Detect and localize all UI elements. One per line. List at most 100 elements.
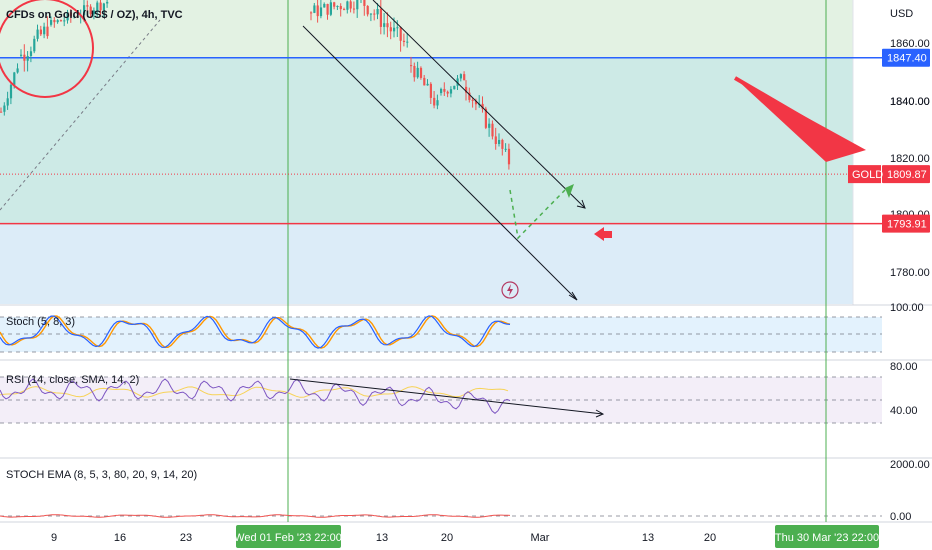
resistance-label-box — [882, 48, 930, 67]
candle-body — [491, 123, 494, 137]
subpane-tick-label: 0.00 — [890, 511, 911, 523]
candle-body — [73, 15, 76, 17]
stoch-ema-pane-title: STOCH EMA (8, 5, 3, 80, 20, 9, 14, 20) — [6, 469, 198, 481]
candle-body — [436, 100, 439, 106]
candle-body — [396, 27, 399, 29]
candle-body — [323, 3, 326, 8]
candle-body — [23, 54, 26, 61]
candle-body — [443, 88, 446, 92]
rsi-sma-line — [0, 386, 509, 398]
candle-body — [366, 5, 369, 15]
candle-body — [46, 26, 49, 37]
big-arrow-shaft — [733, 76, 857, 150]
candle-body — [383, 23, 386, 27]
candle-body — [416, 67, 419, 78]
time-tick-label: 13 — [642, 532, 654, 544]
symbol-label-text: GOLD — [852, 169, 883, 181]
flash-icon — [501, 281, 519, 299]
time-tick-label: Mar — [531, 532, 550, 544]
candle-body — [393, 27, 396, 32]
candle-body — [29, 51, 33, 57]
candle-body — [336, 5, 339, 7]
candle-body — [386, 23, 389, 28]
zone-lower — [0, 223, 853, 304]
time-tick-label: 20 — [704, 532, 716, 544]
candle-body — [6, 98, 9, 106]
candle-body — [20, 54, 23, 56]
zone-middle — [0, 57, 853, 224]
projection-path — [509, 189, 566, 240]
time-highlight-right-text: Thu 30 Mar '23 22:00 — [775, 532, 879, 544]
candle-body — [76, 15, 79, 18]
candle-body — [471, 99, 474, 101]
currency-label: USD — [890, 8, 913, 20]
subpane-tick-label: 2000.00 — [890, 459, 930, 471]
candle-body — [379, 8, 382, 27]
candle-body — [343, 9, 346, 11]
candle-body — [106, 1, 109, 4]
rsi-line — [0, 378, 511, 414]
candle-body — [363, 0, 366, 6]
candle-body — [402, 40, 406, 42]
candle-body — [99, 2, 102, 11]
resistance-label-text: 1847.40 — [887, 53, 927, 65]
candle-body — [419, 67, 423, 78]
candle-body — [504, 148, 507, 150]
candle-body — [9, 84, 13, 99]
candles — [0, 0, 511, 170]
channel-lower — [302, 25, 578, 301]
candle-body — [474, 100, 478, 105]
candle-body — [488, 123, 491, 128]
stoch-pane-title: Stoch (5, 8, 3) — [6, 316, 76, 328]
candle-body — [465, 86, 468, 93]
candle-body — [373, 13, 376, 15]
channel-upper-head — [576, 199, 586, 209]
subpane-tick-label: 80.00 — [890, 361, 918, 373]
candle-body — [39, 29, 42, 35]
candle-body — [83, 5, 86, 16]
subpane-tick-label: 40.00 — [890, 405, 918, 417]
channel-upper — [372, 0, 586, 209]
price-tick-label: 1840.00 — [890, 96, 930, 108]
price-tick-label: 1780.00 — [890, 267, 930, 279]
support-label-box — [882, 214, 930, 233]
candle-body — [316, 5, 319, 17]
candle-body — [56, 20, 59, 23]
candle-body — [389, 27, 392, 32]
price-tick-label: 1860.00 — [890, 38, 930, 50]
candle-body — [50, 20, 53, 25]
candle-body — [501, 139, 504, 149]
candle-body — [346, 1, 349, 10]
support-arrow — [594, 227, 612, 241]
candle-body — [406, 41, 409, 43]
candle-body — [319, 7, 323, 17]
last-price-label-box — [882, 165, 930, 184]
price-tick-label: 1820.00 — [890, 153, 930, 165]
candle-body — [446, 91, 449, 94]
candle-body — [36, 29, 39, 39]
candle-body — [339, 5, 342, 10]
projection-arrowhead — [565, 184, 574, 198]
candle-body — [456, 78, 459, 86]
candle-body — [423, 77, 426, 86]
stoch-ema-line — [0, 514, 511, 518]
candle-body — [484, 108, 487, 128]
time-tick-label: 13 — [376, 532, 388, 544]
candle-body — [494, 136, 497, 144]
candle-body — [53, 20, 56, 23]
candle-body — [433, 97, 436, 106]
candle-body — [352, 8, 356, 10]
candle-body — [507, 148, 511, 165]
channel-lower-head — [568, 291, 578, 301]
symbol-label-box — [848, 165, 881, 184]
candle-body — [481, 103, 484, 109]
candle-body — [429, 83, 432, 98]
candle-body — [43, 26, 46, 35]
time-highlight-left-text: Wed 01 Feb '23 22:00 — [234, 532, 342, 544]
rsi-divergence-head — [595, 409, 605, 418]
time-tick-label: 23 — [180, 532, 192, 544]
time-tick-label: 16 — [114, 532, 126, 544]
price-tick-label: 1840.00 — [890, 96, 930, 108]
candle-body — [426, 83, 429, 86]
